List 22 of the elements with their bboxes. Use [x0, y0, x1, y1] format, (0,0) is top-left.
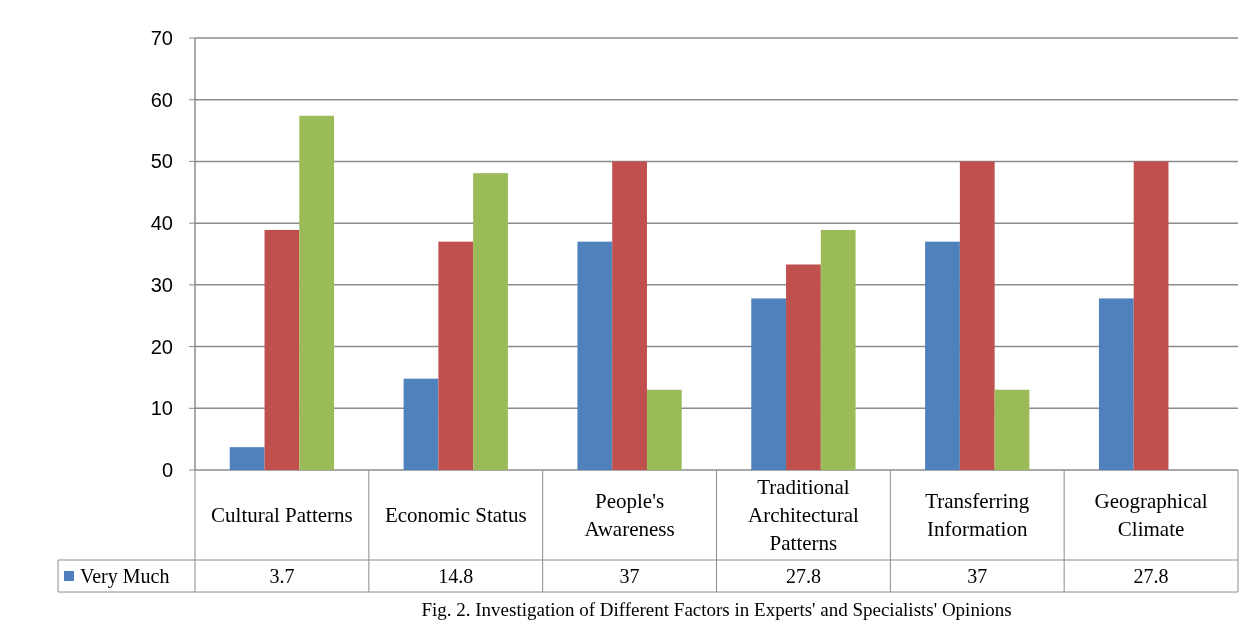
y-tick-label: 20 [150, 335, 173, 358]
y-tick-label: 50 [150, 150, 173, 173]
data-label: 27.8 [785, 565, 821, 587]
x-tick-label: People's Awareness [584, 489, 675, 541]
data-label: 3.7 [269, 565, 295, 587]
legend-label: Very Much [80, 565, 170, 588]
y-tick-label: 60 [150, 88, 173, 111]
y-tick-label: 0 [161, 459, 173, 481]
caption: Fig. 2. Investigation of Different Factors in Experts' and Specialists' Opinions [421, 599, 1012, 620]
x-tick-label: Geographical Climate [1094, 489, 1208, 541]
x-tick-label: Economic Status [384, 503, 527, 527]
y-tick-label: 10 [150, 397, 173, 420]
y-tick-label: 40 [150, 212, 173, 235]
data-label: 27.8 [1133, 565, 1169, 587]
data-label: 14.8 [438, 565, 474, 587]
x-tick-label: Transferring Information [925, 489, 1030, 541]
data-label: 37 [967, 565, 988, 587]
x-tick-label: Traditional Architectural Patterns [748, 475, 859, 555]
y-tick-label: 30 [150, 273, 173, 296]
y-tick-label: 70 [150, 27, 173, 49]
data-label: 37 [619, 565, 640, 587]
x-tick-label: Cultural Patterns [211, 503, 353, 527]
